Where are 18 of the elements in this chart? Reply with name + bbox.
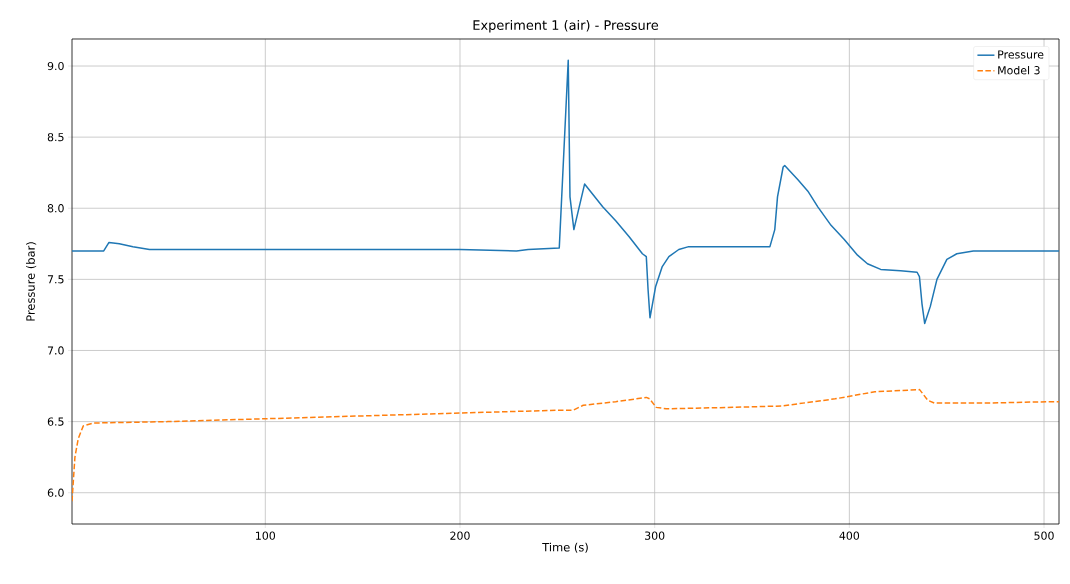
y-tick-label: 7.5 xyxy=(47,275,64,284)
y-tick-label: 8.0 xyxy=(47,204,64,213)
y-tick-label: 9.0 xyxy=(47,61,64,71)
x-tick-label: 500 xyxy=(1034,531,1054,540)
x-axis-title: Time (s) xyxy=(542,542,588,553)
y-tick-label: 6.0 xyxy=(47,488,64,497)
chart-title: Experiment 1 (air) - Pressure xyxy=(473,19,659,33)
y-axis-title: Pressure (bar) xyxy=(26,242,37,321)
legend-label: Model 3 xyxy=(998,65,1040,75)
y-tick-label: 7.0 xyxy=(47,346,64,355)
line-series xyxy=(72,388,1060,502)
x-tick-label: 200 xyxy=(450,531,470,540)
x-tick-label: 100 xyxy=(256,531,276,540)
x-tick-label: 400 xyxy=(839,531,860,540)
x-tick-label: 300 xyxy=(645,531,665,540)
y-tick-label: 6.5 xyxy=(47,417,64,426)
legend-label: Pressure xyxy=(998,50,1044,59)
y-tick-label: 8.5 xyxy=(47,132,64,142)
